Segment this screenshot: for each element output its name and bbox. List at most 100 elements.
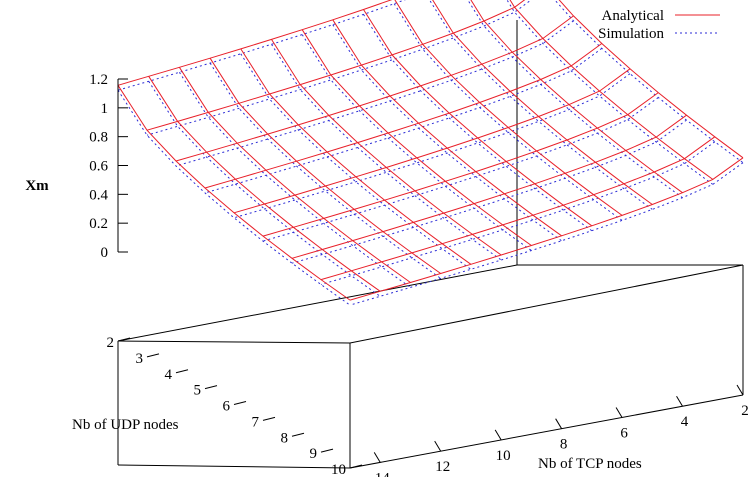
- mesh-line-tcp-14: [148, 76, 381, 292]
- base-edge-front-right: [349, 264, 744, 344]
- tcp-tick: [676, 395, 683, 407]
- mesh-line-tcp-12: [209, 57, 441, 274]
- mesh-line-tcp-14: [148, 81, 381, 297]
- z-tick-label: 1.2: [89, 72, 108, 88]
- mesh-line-udp-10: [349, 157, 744, 301]
- udp-tick: [117, 337, 131, 342]
- mesh-line-tcp-2: [554, 0, 744, 164]
- z-tick-label: 0.8: [89, 130, 108, 146]
- mesh-line-udp-2: [117, 0, 406, 91]
- mesh-line-tcp-8: [332, 24, 562, 242]
- mesh-line-udp-7: [262, 97, 659, 242]
- tcp-tick-label: 12: [435, 459, 450, 475]
- udp-tick-label: 9: [310, 446, 318, 462]
- mesh-line-tcp-8: [332, 19, 562, 237]
- x-axis-label: Nb of TCP nodes: [538, 456, 642, 472]
- udp-tick-label: 10: [331, 462, 346, 477]
- tcp-tick: [555, 418, 563, 429]
- mesh-line-tcp-3: [509, 0, 714, 180]
- mesh-line-udp-10: [349, 162, 744, 306]
- legend-label-simulation: Simulation: [598, 26, 664, 42]
- surface-mesh: [117, 0, 744, 306]
- udp-tick-label: 2: [107, 335, 115, 351]
- udp-tick-label: 6: [223, 399, 231, 415]
- udp-tick-label: 4: [165, 367, 173, 383]
- mesh-line-udp-6: [233, 73, 631, 219]
- y-axis-label: Nb of UDP nodes: [72, 417, 179, 433]
- udp-tick: [320, 448, 334, 453]
- mesh-line-tcp-15: [117, 89, 351, 306]
- mesh-line-udp-7: [262, 92, 659, 237]
- mesh-line-udp-5: [204, 43, 603, 189]
- udp-tick: [204, 385, 218, 390]
- mesh-line-tcp-11: [240, 53, 472, 270]
- mesh-line-tcp-9: [301, 29, 532, 246]
- mesh-line-tcp-7: [363, 9, 593, 227]
- tcp-tick-label: 14: [375, 470, 391, 477]
- base-edge-front-left: [117, 340, 351, 344]
- z-tick-label: 0: [101, 245, 109, 261]
- mesh-line-tcp-10: [271, 44, 502, 261]
- mesh-line-udp-4: [175, 15, 574, 162]
- axis-ticks: 0 0.2 0.4 0.6 0.8 1 1.2 2 3 4 5 6 7 8 9 10 2 4 6 8 10 12 14: [89, 72, 749, 477]
- z-tick-label: 0.4: [89, 187, 108, 203]
- tcp-tick-label: 6: [620, 425, 628, 441]
- udp-tick: [233, 401, 247, 405]
- tcp-tick: [494, 429, 502, 441]
- legend: Analytical Simulation: [598, 8, 720, 42]
- tcp-tick-label: 8: [560, 437, 568, 453]
- mesh-line-tcp-9: [301, 34, 532, 251]
- udp-tick: [262, 416, 276, 421]
- mesh-line-udp-4: [175, 20, 574, 167]
- udp-tick: [349, 464, 363, 469]
- mesh-line-tcp-12: [209, 62, 441, 279]
- mesh-line-tcp-5: [432, 0, 653, 205]
- axis-box-front: [117, 264, 744, 469]
- z-tick-label: 1: [101, 101, 109, 117]
- mesh-line-tcp-6: [393, 3, 623, 221]
- tcp-tick-label: 4: [681, 414, 689, 430]
- mesh-line-tcp-11: [240, 48, 472, 265]
- mesh-line-tcp-15: [117, 85, 351, 301]
- floor-front-right: [349, 394, 744, 469]
- z-tick-label: 0.6: [89, 159, 108, 175]
- udp-tick-label: 5: [194, 383, 202, 399]
- udp-tick-label: 7: [252, 414, 260, 430]
- tcp-tick: [434, 440, 442, 452]
- udp-tick: [291, 432, 305, 437]
- mesh-line-tcp-7: [363, 14, 593, 232]
- mesh-line-udp-2: [117, 0, 393, 86]
- mesh-line-tcp-13: [178, 67, 411, 283]
- tcp-tick-label: 10: [496, 448, 511, 464]
- udp-tick: [146, 353, 160, 358]
- series-simulation-mesh: [117, 0, 744, 306]
- mesh-line-udp-8: [291, 119, 687, 264]
- axis-box-back: [117, 20, 743, 342]
- mesh-line-tcp-2: [558, 0, 744, 159]
- z-tick-label: 0.2: [89, 216, 108, 232]
- mesh-line-udp-8: [291, 114, 687, 259]
- mesh-line-tcp-4: [470, 0, 683, 194]
- mesh-line-udp-5: [204, 47, 603, 194]
- mesh-line-tcp-10: [271, 39, 502, 256]
- udp-tick: [175, 369, 189, 374]
- udp-tick-label: 3: [136, 351, 144, 367]
- tcp-tick: [736, 384, 744, 396]
- base-edge-back-left: [117, 264, 518, 342]
- mesh-line-tcp-13: [178, 72, 411, 288]
- mesh-line-udp-9: [320, 136, 716, 281]
- legend-label-analytical: Analytical: [602, 8, 664, 24]
- mesh-line-tcp-3: [506, 0, 714, 185]
- tcp-tick-label: 2: [741, 403, 749, 419]
- tcp-tick: [615, 407, 623, 418]
- tcp-tick: [373, 452, 381, 463]
- floor-front-left: [117, 464, 351, 469]
- mesh-line-udp-3: [146, 0, 526, 131]
- mesh-line-udp-6: [233, 68, 631, 214]
- udp-tick-label: 8: [281, 430, 289, 446]
- series-analytical-mesh: [117, 0, 744, 301]
- mesh-line-udp-9: [320, 141, 716, 285]
- mesh-line-tcp-6: [394, 0, 623, 216]
- z-axis-label: Xm: [25, 178, 49, 194]
